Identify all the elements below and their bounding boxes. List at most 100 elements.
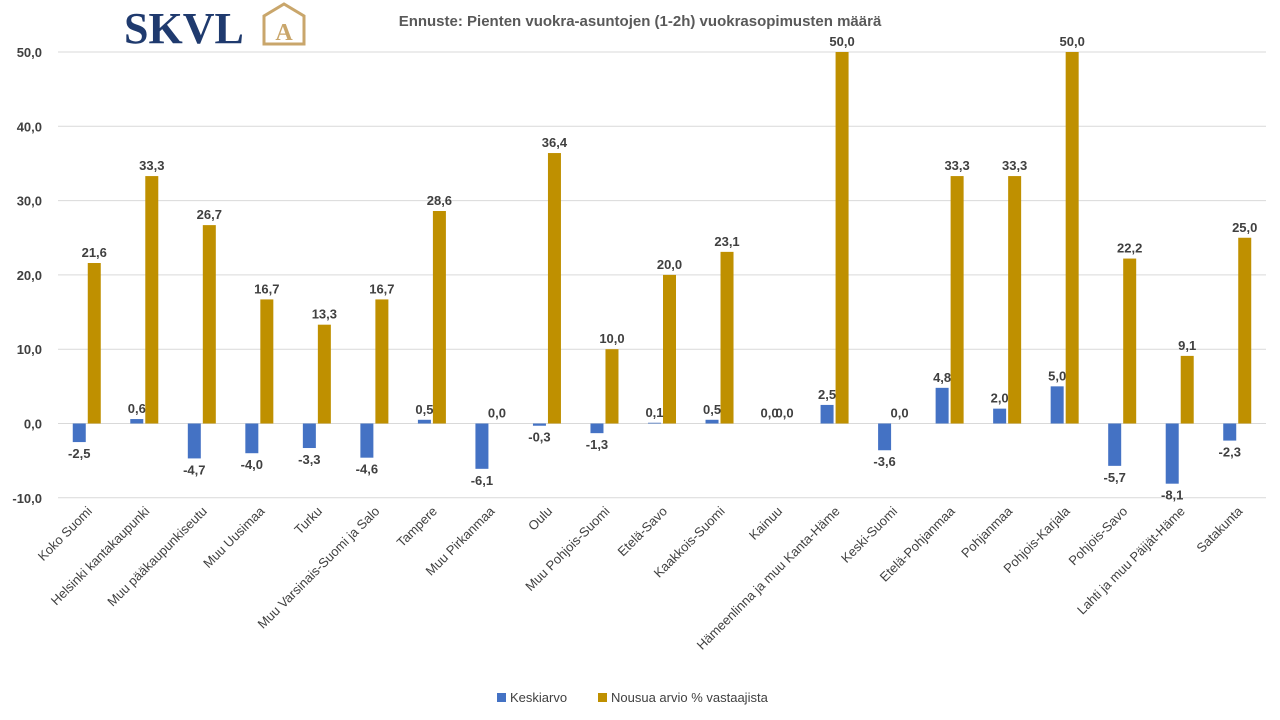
data-label-nousua: 50,0: [1060, 34, 1085, 49]
y-tick-label: 40,0: [17, 119, 42, 134]
y-axis: -10,0 0,0 10,0 20,0 30,0 40,0 50,0: [12, 45, 42, 506]
bar-nousua: [1238, 237, 1252, 424]
data-label-nousua: 0,0: [488, 406, 506, 421]
logo-text: SKVL: [124, 4, 244, 53]
data-label-nousua: 33,3: [1002, 158, 1027, 173]
data-label-nousua: 25,0: [1232, 220, 1257, 235]
data-label-nousua: 9,1: [1178, 338, 1196, 353]
logo-house-icon: A: [262, 2, 306, 46]
x-tick-label: Kainuu: [746, 504, 785, 543]
data-label-keskiarvo: 0,5: [415, 402, 433, 417]
data-label-nousua: 0,0: [891, 406, 909, 421]
bar-keskiarvo: [187, 423, 201, 459]
x-tick-label: Satakunta: [1193, 503, 1246, 556]
data-label-keskiarvo: -8,1: [1161, 488, 1183, 503]
data-label-nousua: 0,0: [776, 406, 794, 421]
bar-nousua: [720, 251, 734, 424]
legend-label-keskiarvo: Keskiarvo: [510, 690, 567, 705]
data-label-keskiarvo: -1,3: [586, 437, 608, 452]
bar-keskiarvo: [1223, 423, 1237, 441]
data-label-keskiarvo: -3,6: [873, 454, 895, 469]
bar-nousua: [835, 52, 849, 424]
bar-keskiarvo: [648, 422, 661, 424]
data-label-nousua: 28,6: [427, 193, 452, 208]
data-label-keskiarvo: 0,0: [761, 406, 779, 421]
data-label-keskiarvo: -5,7: [1103, 470, 1125, 485]
bar-nousua: [1008, 176, 1022, 424]
data-label-nousua: 33,3: [139, 158, 164, 173]
data-label-nousua: 23,1: [714, 234, 739, 249]
bar-nousua: [663, 274, 676, 424]
data-label-keskiarvo: -6,1: [471, 473, 493, 488]
bar-nousua: [432, 211, 446, 424]
data-label-nousua: 36,4: [542, 135, 568, 150]
data-label-nousua: 21,6: [82, 245, 107, 260]
y-tick-label: 50,0: [17, 45, 42, 60]
legend: Keskiarvo Nousua arvio % vastaajista: [497, 690, 769, 705]
data-label-nousua: 16,7: [254, 281, 279, 296]
legend-swatch-nousua: [598, 693, 607, 702]
logo-mark: A: [275, 20, 293, 46]
x-tick-label: Muu Uusimaa: [200, 503, 268, 571]
data-label-keskiarvo: 0,6: [128, 401, 146, 416]
y-tick-label: 0,0: [24, 417, 42, 432]
bar-nousua: [605, 349, 619, 424]
bar-nousua: [547, 153, 561, 424]
data-label-keskiarvo: 0,5: [703, 402, 721, 417]
data-label-keskiarvo: 5,0: [1048, 368, 1066, 383]
bar-nousua: [950, 176, 964, 424]
x-tick-label: Pohjois-Savo: [1066, 504, 1131, 569]
bar-keskiarvo: [130, 419, 144, 424]
bar-keskiarvo: [993, 408, 1007, 424]
data-label-keskiarvo: 2,5: [818, 387, 836, 402]
bar-keskiarvo: [245, 423, 259, 454]
x-tick-label: Muu pääkaupunkiseutu: [104, 504, 210, 610]
data-label-nousua: 26,7: [197, 207, 222, 222]
x-tick-label: Oulu: [525, 504, 555, 534]
bars: [72, 52, 1252, 484]
x-tick-label: Helsinki kantakaupunki: [48, 503, 153, 608]
x-tick-label: Koko Suomi: [35, 503, 95, 563]
bar-keskiarvo: [935, 387, 949, 424]
bar-keskiarvo: [820, 404, 834, 424]
y-tick-label: 30,0: [17, 194, 42, 209]
x-tick-label: Turku: [291, 504, 325, 538]
y-tick-label: 20,0: [17, 268, 42, 283]
bar-nousua: [317, 324, 331, 424]
bar-keskiarvo: [475, 423, 489, 469]
x-tick-label: Muu Varsinais-Suomi ja Salo: [255, 504, 383, 632]
data-label-nousua: 50,0: [829, 34, 854, 49]
bar-keskiarvo: [590, 423, 604, 434]
x-tick-label: Etelä-Savo: [615, 504, 671, 560]
data-label-keskiarvo: -2,5: [68, 446, 90, 461]
data-label-nousua: 10,0: [599, 331, 624, 346]
data-label-keskiarvo: -4,7: [183, 462, 205, 477]
x-tick-label: Keski-Suomi: [838, 503, 900, 565]
data-label-nousua: 16,7: [369, 281, 394, 296]
bar-keskiarvo: [532, 423, 546, 426]
bar-keskiarvo: [360, 423, 374, 458]
bar-keskiarvo: [1108, 423, 1122, 466]
x-tick-label: Tampere: [394, 504, 440, 550]
data-label-keskiarvo: -4,6: [356, 462, 378, 477]
data-label-nousua: 13,3: [312, 307, 337, 322]
data-label-keskiarvo: 0,1: [645, 405, 663, 420]
bar-keskiarvo: [417, 419, 431, 424]
data-label-nousua: 22,2: [1117, 241, 1142, 256]
skvl-logo: SKVL A: [124, 2, 306, 53]
bar-keskiarvo: [302, 423, 316, 449]
bar-nousua: [202, 225, 216, 424]
bar-keskiarvo: [1050, 386, 1064, 424]
data-label-nousua: 33,3: [944, 158, 969, 173]
bar-nousua: [260, 299, 274, 424]
data-label-nousua: 20,0: [657, 257, 682, 272]
data-label-keskiarvo: -0,3: [528, 430, 550, 445]
bar-nousua: [1123, 258, 1137, 424]
bar-keskiarvo: [705, 419, 719, 424]
chart-title: Ennuste: Pienten vuokra-asuntojen (1-2h)…: [399, 13, 882, 30]
bar-nousua: [87, 263, 101, 424]
data-labels: -2,5 21,6 0,6 33,3 -4,7 26,7 -4,0 16,7 -3,3 13,3 -…: [68, 34, 1257, 503]
legend-label-nousua: Nousua arvio % vastaajista: [611, 690, 769, 705]
